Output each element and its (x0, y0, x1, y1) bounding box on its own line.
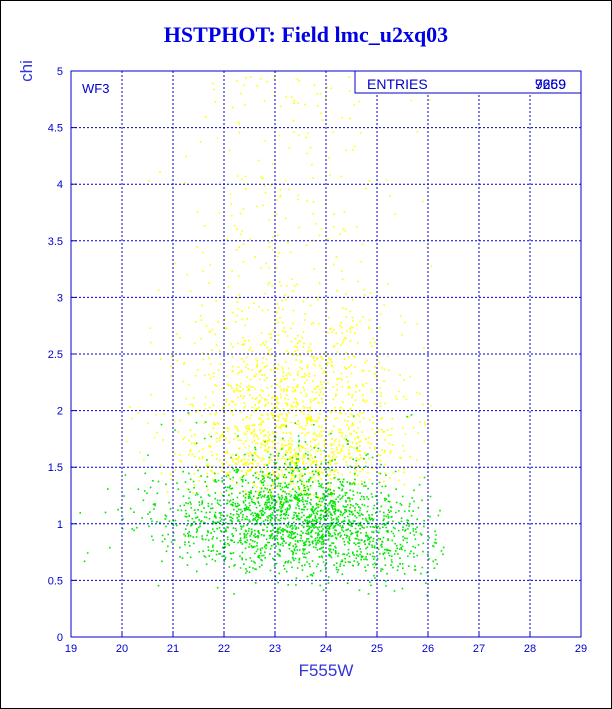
stats-box: ENTRIES 7269 9659 (354, 70, 582, 94)
y-tick-label: 2.5 (48, 349, 63, 361)
panel-label: WF3 (82, 81, 109, 96)
stats-box-label: ENTRIES (367, 76, 428, 92)
x-tick-label: 24 (320, 643, 332, 655)
x-tick-label: 23 (269, 643, 281, 655)
series-green-points (79, 412, 445, 597)
stats-box-value-1: 7269 (535, 76, 566, 92)
scatter-points (79, 71, 445, 597)
y-tick-label: 4 (57, 179, 63, 191)
x-tick-label: 20 (116, 643, 128, 655)
y-tick-label: 3.5 (48, 236, 63, 248)
x-axis-ticks: 19 20 21 22 23 24 25 26 27 28 29 (65, 631, 587, 655)
y-tick-label: 5 (57, 66, 63, 78)
x-tick-label: 22 (218, 643, 230, 655)
x-tick-label: 27 (473, 643, 485, 655)
y-tick-label: 3 (57, 292, 63, 304)
x-tick-label: 26 (422, 643, 434, 655)
x-tick-label: 19 (65, 643, 77, 655)
series-yellow-points (122, 71, 434, 513)
y-axis-ticks: 0 0.5 1 1.5 2 2.5 3 3.5 4 4.5 5 (48, 66, 77, 644)
stats-box-value-2: 9659 (535, 76, 566, 92)
x-tick-label: 25 (371, 643, 383, 655)
y-tick-label: 2 (57, 406, 63, 418)
y-tick-label: 0 (57, 632, 63, 644)
chart-title: HSTPHOT: Field lmc_u2xq03 (163, 22, 449, 47)
x-axis-label: F555W (299, 661, 354, 680)
y-tick-label: 1 (57, 519, 63, 531)
y-tick-label: 1.5 (48, 462, 63, 474)
y-tick-label: 4.5 (48, 123, 63, 135)
grid-lines (71, 71, 581, 637)
y-tick-label: 0.5 (48, 575, 63, 587)
x-tick-label: 21 (167, 643, 179, 655)
y-axis-label: chi (17, 60, 36, 82)
x-tick-label: 29 (575, 643, 587, 655)
x-tick-label: 28 (524, 643, 536, 655)
